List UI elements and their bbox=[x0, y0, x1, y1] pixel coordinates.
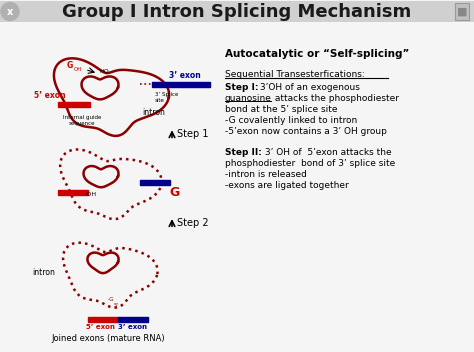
Text: -intron is released: -intron is released bbox=[225, 170, 307, 179]
Text: Sequential Transesterfications:: Sequential Transesterfications: bbox=[225, 70, 365, 79]
Text: 3’ exon: 3’ exon bbox=[169, 71, 201, 80]
Text: ■: ■ bbox=[457, 7, 467, 17]
FancyArrow shape bbox=[140, 180, 170, 185]
FancyArrow shape bbox=[58, 102, 90, 107]
Text: -OH: -OH bbox=[85, 192, 97, 197]
Text: OH: OH bbox=[74, 68, 82, 73]
Text: G: G bbox=[170, 186, 180, 199]
Text: Step II:: Step II: bbox=[225, 148, 262, 157]
FancyArrow shape bbox=[88, 316, 118, 321]
Text: bond at the 5’ splice site: bond at the 5’ splice site bbox=[225, 105, 337, 114]
Text: G: G bbox=[67, 61, 73, 70]
Text: 3’ Splice
site: 3’ Splice site bbox=[155, 92, 178, 103]
Text: Step 1: Step 1 bbox=[177, 129, 209, 139]
Circle shape bbox=[1, 2, 19, 20]
Text: 5’ exon: 5’ exon bbox=[86, 324, 114, 330]
Text: Autocatalytic or “Self-splicing”: Autocatalytic or “Self-splicing” bbox=[225, 49, 410, 59]
Text: 3’OH of an exogenous: 3’OH of an exogenous bbox=[257, 83, 360, 92]
Text: -G covalently linked to intron: -G covalently linked to intron bbox=[225, 116, 357, 125]
FancyArrow shape bbox=[58, 190, 88, 195]
Text: -G: -G bbox=[108, 297, 115, 302]
FancyBboxPatch shape bbox=[0, 1, 474, 23]
FancyArrow shape bbox=[118, 316, 148, 321]
Text: attacks the phosphodiester: attacks the phosphodiester bbox=[272, 94, 399, 103]
Text: intron: intron bbox=[142, 108, 165, 117]
Text: 5’ exon: 5’ exon bbox=[34, 91, 66, 100]
Text: 3’ exon: 3’ exon bbox=[118, 324, 147, 330]
Text: Step 2: Step 2 bbox=[177, 218, 209, 228]
Text: 3’ OH of  5’exon attacks the: 3’ OH of 5’exon attacks the bbox=[262, 148, 392, 157]
Text: x: x bbox=[7, 7, 13, 17]
Text: Internal guide
sequence: Internal guide sequence bbox=[63, 115, 101, 126]
Text: intron: intron bbox=[32, 268, 55, 277]
Text: 5': 5' bbox=[114, 303, 119, 308]
Text: Joined exons (mature RNA): Joined exons (mature RNA) bbox=[51, 334, 165, 342]
Text: guanosine: guanosine bbox=[225, 94, 272, 103]
Text: Group I Intron Splicing Mechanism: Group I Intron Splicing Mechanism bbox=[63, 2, 411, 20]
Text: Step I:: Step I: bbox=[225, 83, 258, 92]
Text: phosphodiester  bond of 3’ splice site: phosphodiester bond of 3’ splice site bbox=[225, 159, 395, 168]
FancyBboxPatch shape bbox=[455, 2, 469, 20]
Text: HO: HO bbox=[99, 69, 109, 74]
Text: -5’exon now contains a 3’ OH group: -5’exon now contains a 3’ OH group bbox=[225, 127, 387, 136]
FancyArrow shape bbox=[152, 82, 210, 87]
Text: -exons are ligated together: -exons are ligated together bbox=[225, 181, 349, 190]
